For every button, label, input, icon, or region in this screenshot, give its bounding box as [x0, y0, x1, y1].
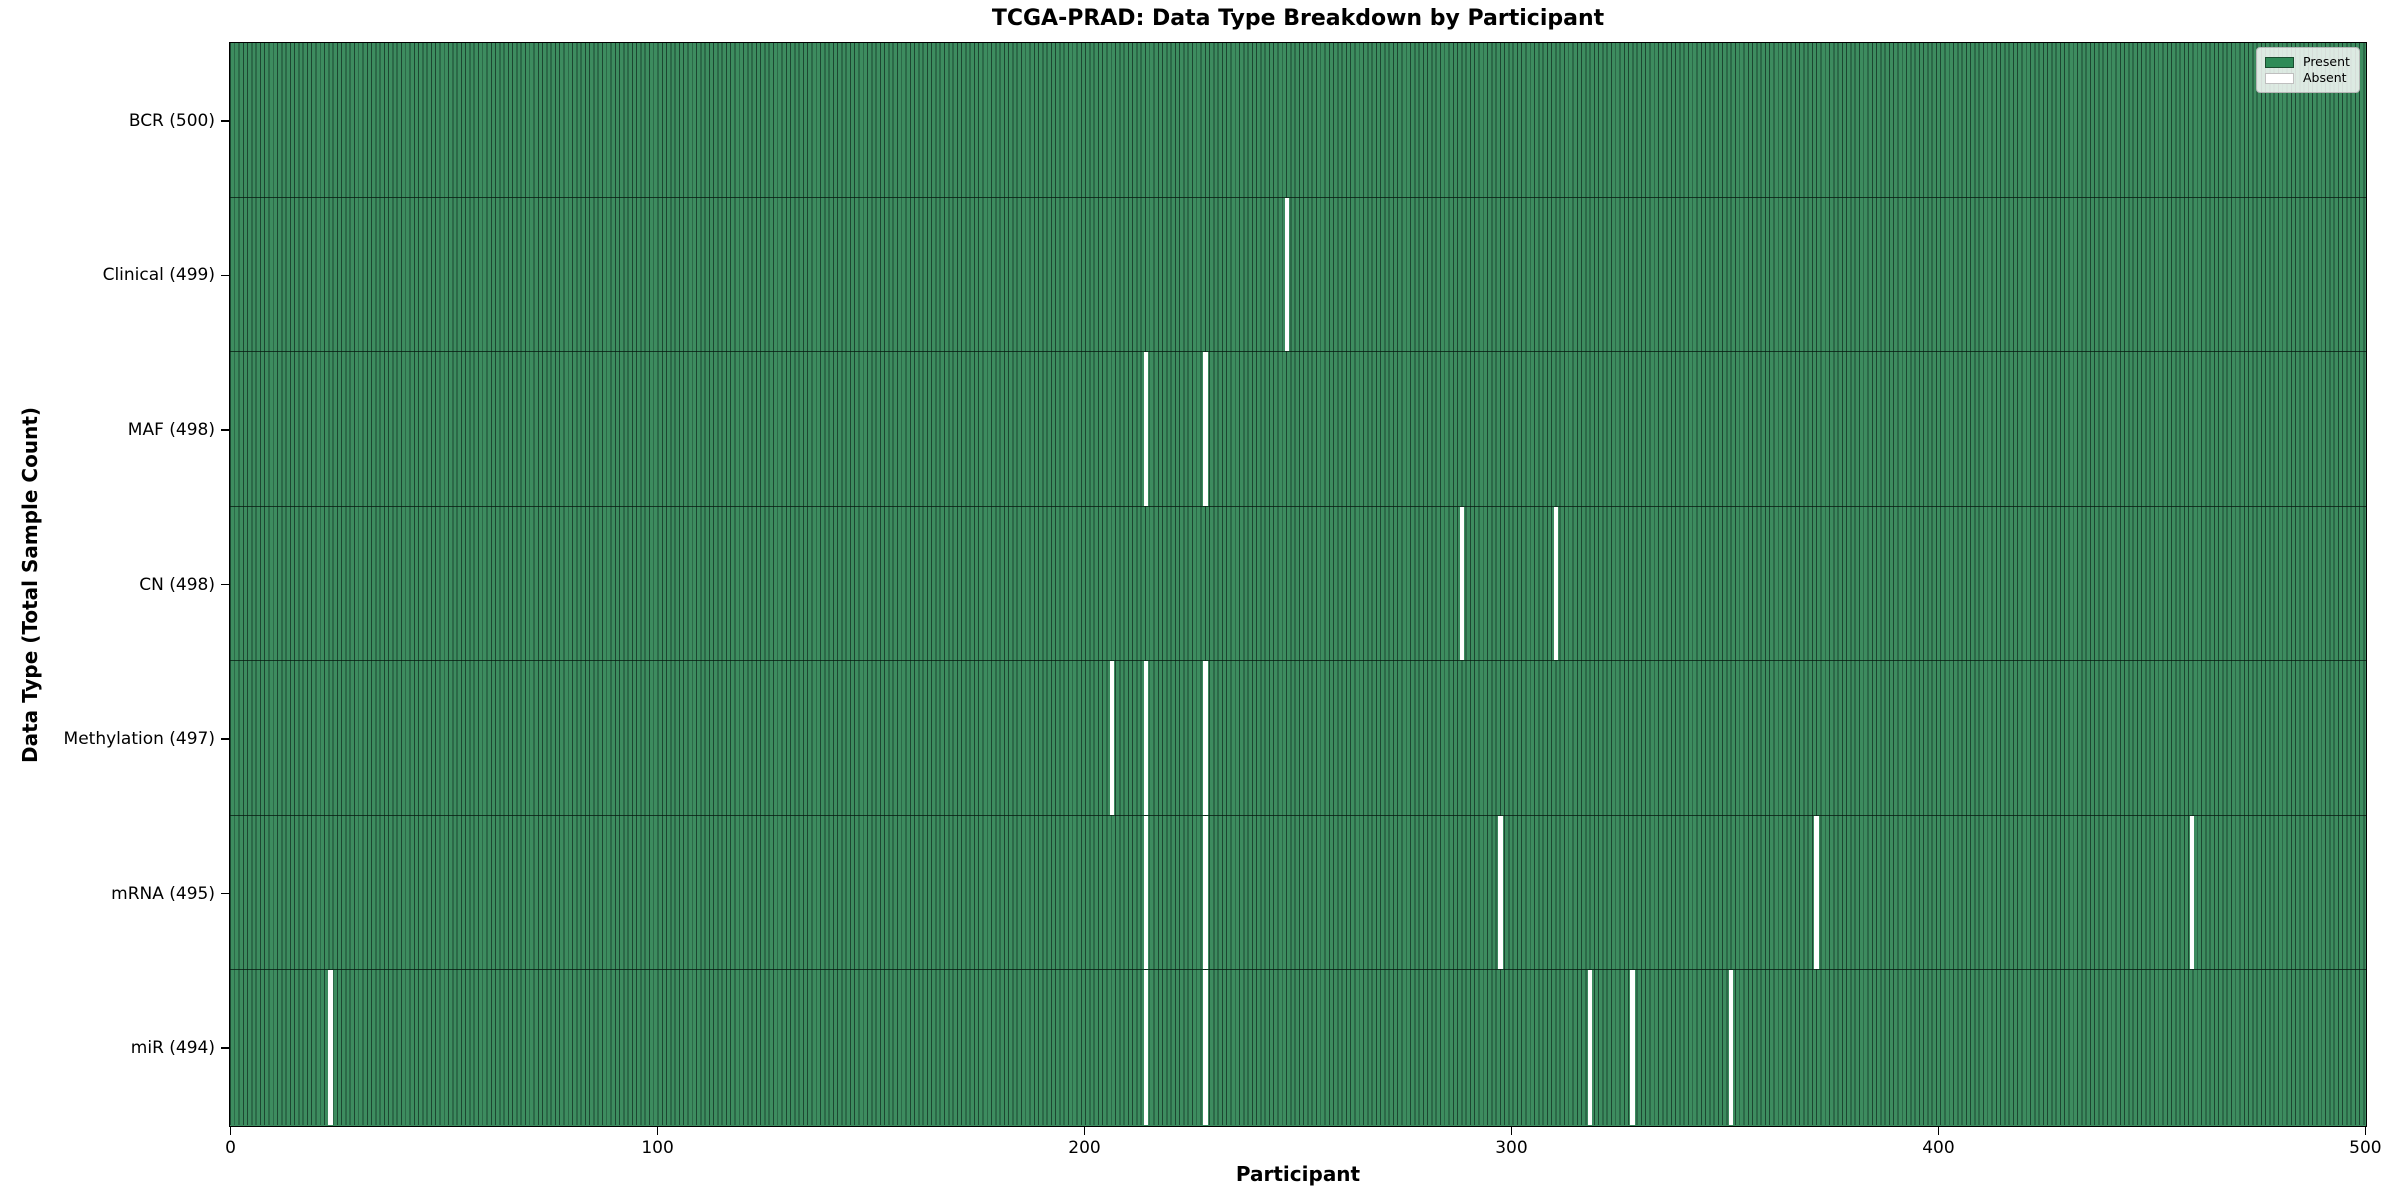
- absent-gap-mrna-371: [1814, 815, 1819, 970]
- x-tick-label-400: 400: [1922, 1138, 1955, 1158]
- row-cn: [230, 506, 2366, 662]
- y-tick-label-bcr: BCR (500): [128, 110, 215, 131]
- absent-gap-mrna-297: [1498, 815, 1503, 970]
- y-tick: [221, 1047, 229, 1049]
- y-tick: [221, 274, 229, 277]
- x-tick-label-300: 300: [1495, 1138, 1528, 1158]
- legend-entry-absent: Absent: [2265, 70, 2351, 86]
- y-tick-label-clinical: Clinical (499): [102, 265, 215, 286]
- x-tick-label-100: 100: [641, 1138, 674, 1158]
- absent-gap-maf-214: [1143, 352, 1149, 506]
- absent-gap-mir-328: [1630, 970, 1636, 1125]
- y-tick-label-cn: CN (498): [139, 574, 215, 595]
- x-tick: [2364, 1127, 2367, 1135]
- legend-label-present: Present: [2303, 54, 2350, 69]
- absent-gap-maf-228: [1203, 352, 1209, 506]
- x-tick-label-0: 0: [225, 1138, 237, 1158]
- absent-gap-mir-228: [1203, 970, 1209, 1125]
- x-tick-label-200: 200: [1068, 1138, 1101, 1158]
- absent-gap-cn-310: [1553, 506, 1559, 661]
- legend-swatch-absent: [2265, 72, 2294, 84]
- x-tick: [1937, 1127, 1940, 1135]
- x-tick: [656, 1127, 659, 1135]
- row-mrna: [230, 815, 2366, 971]
- absent-gap-mir-214: [1143, 970, 1149, 1125]
- legend: Present Absent: [2256, 47, 2360, 93]
- y-tick: [221, 738, 229, 740]
- absent-gap-methylation-206: [1109, 661, 1115, 815]
- chart-title: TCGA-PRAD: Data Type Breakdown by Partic…: [991, 6, 1605, 31]
- row-clinical: [230, 197, 2366, 353]
- absent-gap-mir-351: [1728, 970, 1734, 1125]
- absent-gap-methylation-228: [1203, 661, 1209, 815]
- absent-gap-mir-318: [1587, 970, 1593, 1125]
- legend-entry-present: Present: [2265, 54, 2351, 70]
- row-bcr: [230, 43, 2366, 198]
- absent-gap-methylation-214: [1143, 661, 1149, 815]
- x-tick: [229, 1127, 232, 1135]
- x-tick: [1083, 1127, 1086, 1135]
- absent-gap-mrna-228: [1203, 815, 1209, 970]
- absent-gap-mrna-459: [2189, 815, 2195, 970]
- y-tick: [221, 892, 229, 895]
- y-tick-label-mrna: mRNA (495): [111, 883, 215, 904]
- row-mir: [230, 970, 2366, 1125]
- y-tick-label-maf: MAF (498): [127, 419, 215, 440]
- y-tick-label-methylation: Methylation (497): [63, 729, 215, 750]
- y-tick: [221, 120, 229, 122]
- row-maf: [230, 352, 2366, 507]
- x-axis-label: Participant: [1235, 1162, 1361, 1186]
- y-tick-label-mir: miR (494): [130, 1038, 215, 1059]
- legend-swatch-present: [2265, 56, 2294, 68]
- absent-gap-mir-23: [328, 970, 333, 1125]
- row-methylation: [230, 661, 2366, 816]
- absent-gap-cn-288: [1459, 506, 1465, 661]
- absent-gap-mrna-214: [1143, 815, 1149, 970]
- y-tick: [221, 583, 229, 586]
- legend-label-absent: Absent: [2303, 70, 2347, 85]
- y-tick: [221, 429, 229, 431]
- x-tick: [1510, 1127, 1513, 1135]
- x-tick-label-500: 500: [2349, 1138, 2382, 1158]
- plot-area: [229, 42, 2367, 1127]
- absent-gap-clinical-247: [1284, 197, 1290, 352]
